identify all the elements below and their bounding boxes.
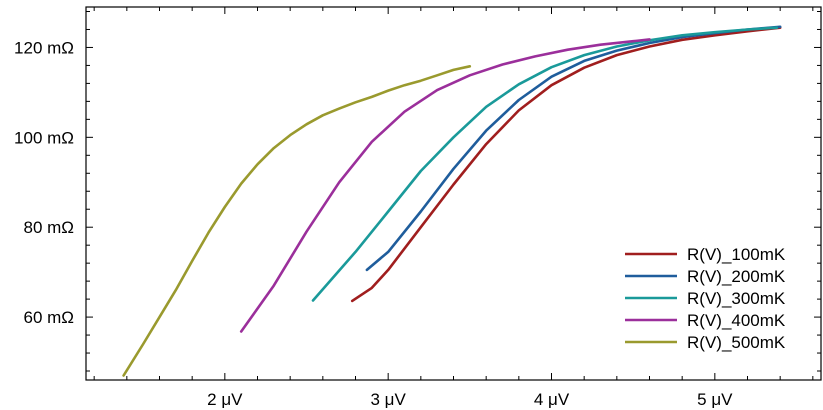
legend-label-r-v-100mk: R(V)_100mK	[687, 245, 786, 264]
legend: R(V)_100mK R(V)_200mK R(V)_300mK R(V)_400mK…	[625, 245, 786, 352]
series-layer	[122, 25, 782, 377]
legend-label-r-v-200mk: R(V)_200mK	[687, 267, 786, 286]
y-tick-label: 60 mΩ	[23, 308, 74, 327]
x-axis: 2 μV 3 μV 4 μV 5 μV	[93, 7, 814, 409]
series-line-r-v-500mk	[122, 65, 472, 377]
series-line-r-v-400mk	[239, 38, 651, 333]
series-line-r-v-100mk	[350, 26, 782, 303]
y-axis: 60 mΩ 80 mΩ 100 mΩ 120 mΩ	[14, 10, 821, 372]
legend-label-r-v-500mk: R(V)_500mK	[687, 333, 786, 352]
legend-label-r-v-300mk: R(V)_300mK	[687, 289, 786, 308]
x-tick-label: 2 μV	[207, 390, 243, 409]
y-tick-label: 120 mΩ	[14, 38, 74, 57]
y-tick-label: 100 mΩ	[14, 128, 74, 147]
series-line-r-v-200mk	[365, 25, 782, 272]
y-tick-label: 80 mΩ	[23, 218, 74, 237]
x-tick-label: 3 μV	[371, 390, 407, 409]
x-tick-label: 5 μV	[697, 390, 733, 409]
x-tick-label: 4 μV	[534, 390, 570, 409]
legend-label-r-v-400mk: R(V)_400mK	[687, 311, 786, 330]
series-line-r-v-300mk	[311, 26, 779, 302]
